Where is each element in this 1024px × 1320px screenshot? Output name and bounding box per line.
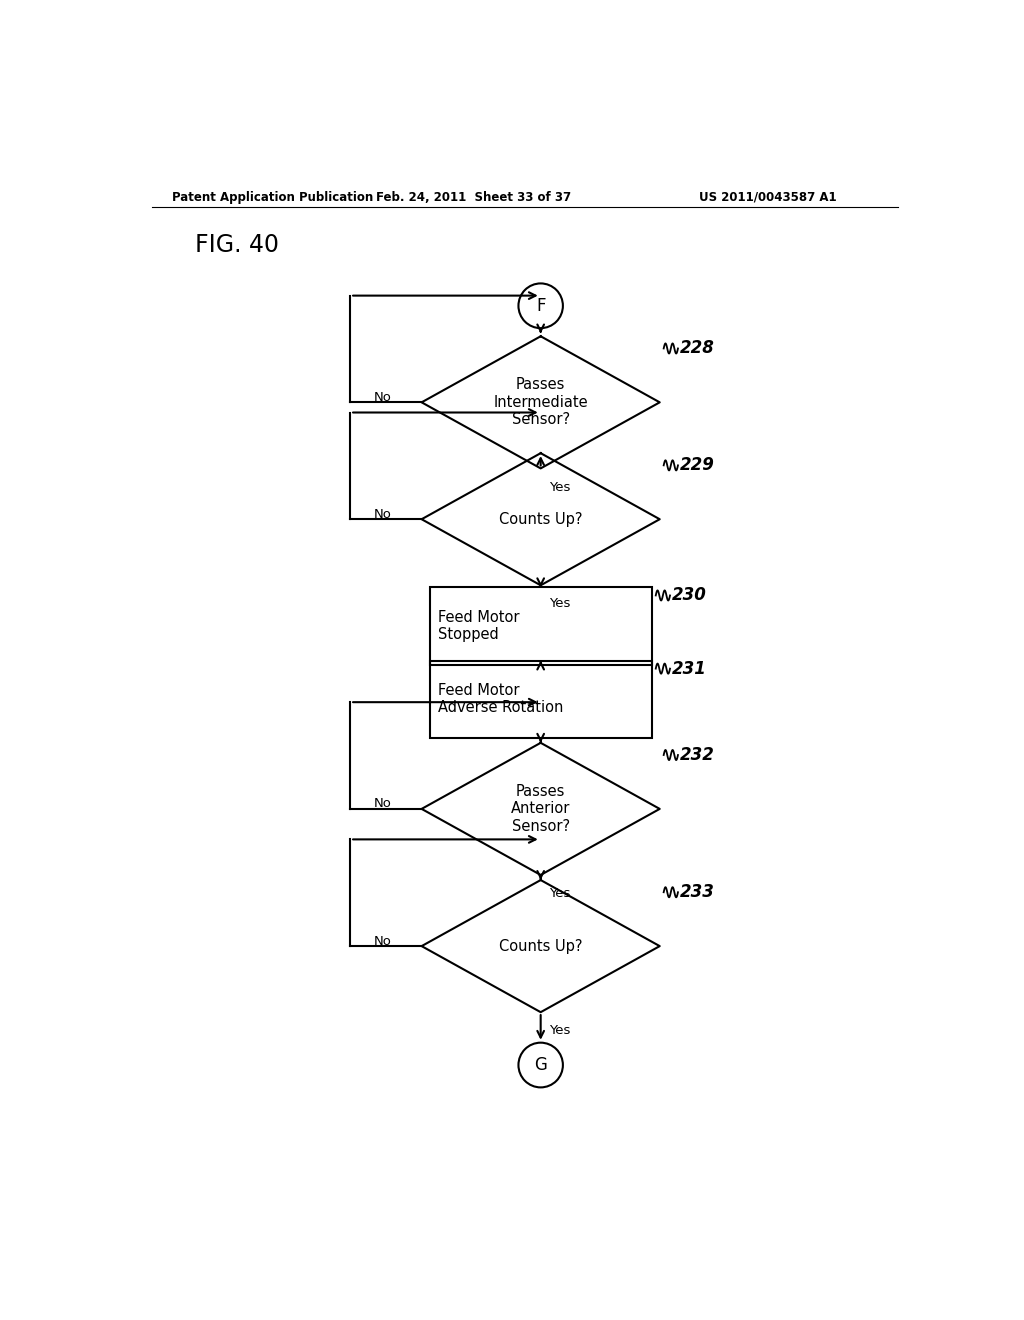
Text: No: No	[374, 508, 391, 520]
Bar	[430, 660, 652, 738]
Text: Feed Motor
Stopped: Feed Motor Stopped	[437, 610, 519, 642]
Text: US 2011/0043587 A1: US 2011/0043587 A1	[699, 190, 837, 203]
Text: Feed Motor
Adverse Rotation: Feed Motor Adverse Rotation	[437, 682, 563, 715]
Text: 233: 233	[680, 883, 715, 902]
Bar	[430, 587, 652, 664]
Text: No: No	[374, 391, 391, 404]
Text: 229: 229	[680, 457, 715, 474]
Text: FIG. 40: FIG. 40	[196, 232, 280, 257]
Text: G: G	[535, 1056, 547, 1074]
Text: F: F	[536, 297, 546, 314]
Text: Counts Up?: Counts Up?	[499, 512, 583, 527]
Text: 231: 231	[672, 660, 707, 677]
Text: 232: 232	[680, 746, 715, 764]
Text: No: No	[374, 797, 391, 810]
Text: Yes: Yes	[549, 480, 570, 494]
Text: Passes
Intermediate
Sensor?: Passes Intermediate Sensor?	[494, 378, 588, 428]
Text: No: No	[374, 935, 391, 948]
Text: Yes: Yes	[549, 1024, 570, 1038]
Text: Counts Up?: Counts Up?	[499, 939, 583, 953]
Text: Yes: Yes	[549, 598, 570, 610]
Text: Passes
Anterior
Sensor?: Passes Anterior Sensor?	[511, 784, 570, 834]
Text: Feb. 24, 2011  Sheet 33 of 37: Feb. 24, 2011 Sheet 33 of 37	[376, 190, 570, 203]
Text: Patent Application Publication: Patent Application Publication	[172, 190, 373, 203]
Text: 230: 230	[672, 586, 707, 605]
Text: 228: 228	[680, 339, 715, 358]
Text: Yes: Yes	[549, 887, 570, 900]
